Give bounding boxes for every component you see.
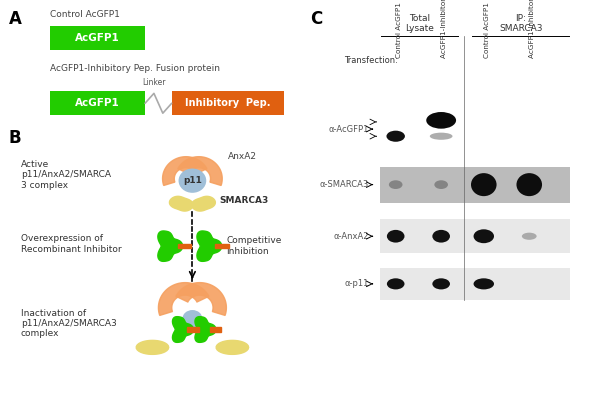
Polygon shape — [187, 328, 199, 332]
Text: AcGFP1-Inhibitory Pep. Fusion protein: AcGFP1-Inhibitory Pep. Fusion protein — [50, 64, 220, 72]
Text: Inactivation of
p11/AnxA2/SMARCA3
complex: Inactivation of p11/AnxA2/SMARCA3 comple… — [21, 309, 117, 339]
Text: Total
Lysate: Total Lysate — [406, 14, 435, 33]
Polygon shape — [169, 196, 193, 211]
Text: AnxA2: AnxA2 — [228, 151, 257, 160]
Ellipse shape — [471, 173, 497, 196]
Polygon shape — [158, 231, 183, 261]
Text: AcGFP1-Inhibitory Pep.: AcGFP1-Inhibitory Pep. — [529, 0, 535, 58]
Polygon shape — [172, 317, 194, 342]
Ellipse shape — [387, 131, 405, 142]
Text: IP:
SMARCA3: IP: SMARCA3 — [499, 14, 542, 33]
Text: Competitive
Inhibition: Competitive Inhibition — [226, 237, 282, 256]
Polygon shape — [197, 231, 222, 261]
Text: Overexpression of
Recombinant Inhibitor: Overexpression of Recombinant Inhibitor — [21, 234, 121, 254]
Polygon shape — [215, 244, 229, 249]
Ellipse shape — [430, 133, 452, 140]
Text: B: B — [9, 129, 21, 147]
Text: Control AcGFP1: Control AcGFP1 — [395, 2, 402, 58]
Polygon shape — [136, 340, 169, 354]
Ellipse shape — [389, 180, 403, 189]
FancyBboxPatch shape — [380, 167, 571, 202]
Ellipse shape — [432, 278, 450, 290]
Text: A: A — [9, 10, 22, 28]
Text: C: C — [310, 10, 323, 28]
Text: Inhibitory  Pep.: Inhibitory Pep. — [185, 98, 271, 108]
Ellipse shape — [387, 230, 404, 243]
Ellipse shape — [435, 180, 448, 189]
Ellipse shape — [387, 278, 404, 290]
Text: AcGFP1-Inhibitory Pep.: AcGFP1-Inhibitory Pep. — [441, 0, 447, 58]
Ellipse shape — [474, 229, 494, 243]
Text: p11: p11 — [183, 176, 202, 185]
FancyBboxPatch shape — [50, 26, 145, 50]
Polygon shape — [178, 244, 191, 249]
Polygon shape — [159, 283, 209, 315]
Text: AcGFP1: AcGFP1 — [75, 33, 120, 43]
Text: SMARCA3: SMARCA3 — [219, 196, 268, 205]
Polygon shape — [216, 340, 249, 354]
FancyBboxPatch shape — [50, 92, 145, 115]
Text: α-AcGFP1: α-AcGFP1 — [329, 125, 369, 134]
Polygon shape — [195, 317, 216, 342]
Ellipse shape — [474, 278, 494, 290]
Polygon shape — [210, 328, 221, 332]
Ellipse shape — [432, 230, 450, 243]
Text: α-p11: α-p11 — [345, 279, 369, 288]
Text: Control AcGFP1: Control AcGFP1 — [50, 10, 120, 19]
Text: α-SMARCA3: α-SMARCA3 — [320, 180, 369, 189]
Polygon shape — [163, 157, 207, 185]
Polygon shape — [192, 196, 215, 211]
Ellipse shape — [179, 168, 206, 193]
Polygon shape — [178, 157, 222, 185]
Ellipse shape — [182, 310, 202, 328]
Text: Control AcGFP1: Control AcGFP1 — [484, 2, 490, 58]
Text: Transfection:: Transfection: — [345, 55, 398, 65]
Polygon shape — [176, 283, 226, 315]
Ellipse shape — [516, 173, 542, 196]
Text: Active
p11/AnxA2/SMARCA
3 complex: Active p11/AnxA2/SMARCA 3 complex — [21, 160, 111, 190]
Ellipse shape — [426, 112, 456, 129]
FancyBboxPatch shape — [380, 268, 571, 300]
Text: Linker: Linker — [142, 79, 166, 87]
Text: AcGFP1: AcGFP1 — [75, 98, 120, 108]
Ellipse shape — [522, 232, 536, 240]
Text: α-AnxA2: α-AnxA2 — [333, 232, 369, 241]
FancyBboxPatch shape — [172, 92, 284, 115]
FancyBboxPatch shape — [380, 220, 571, 253]
